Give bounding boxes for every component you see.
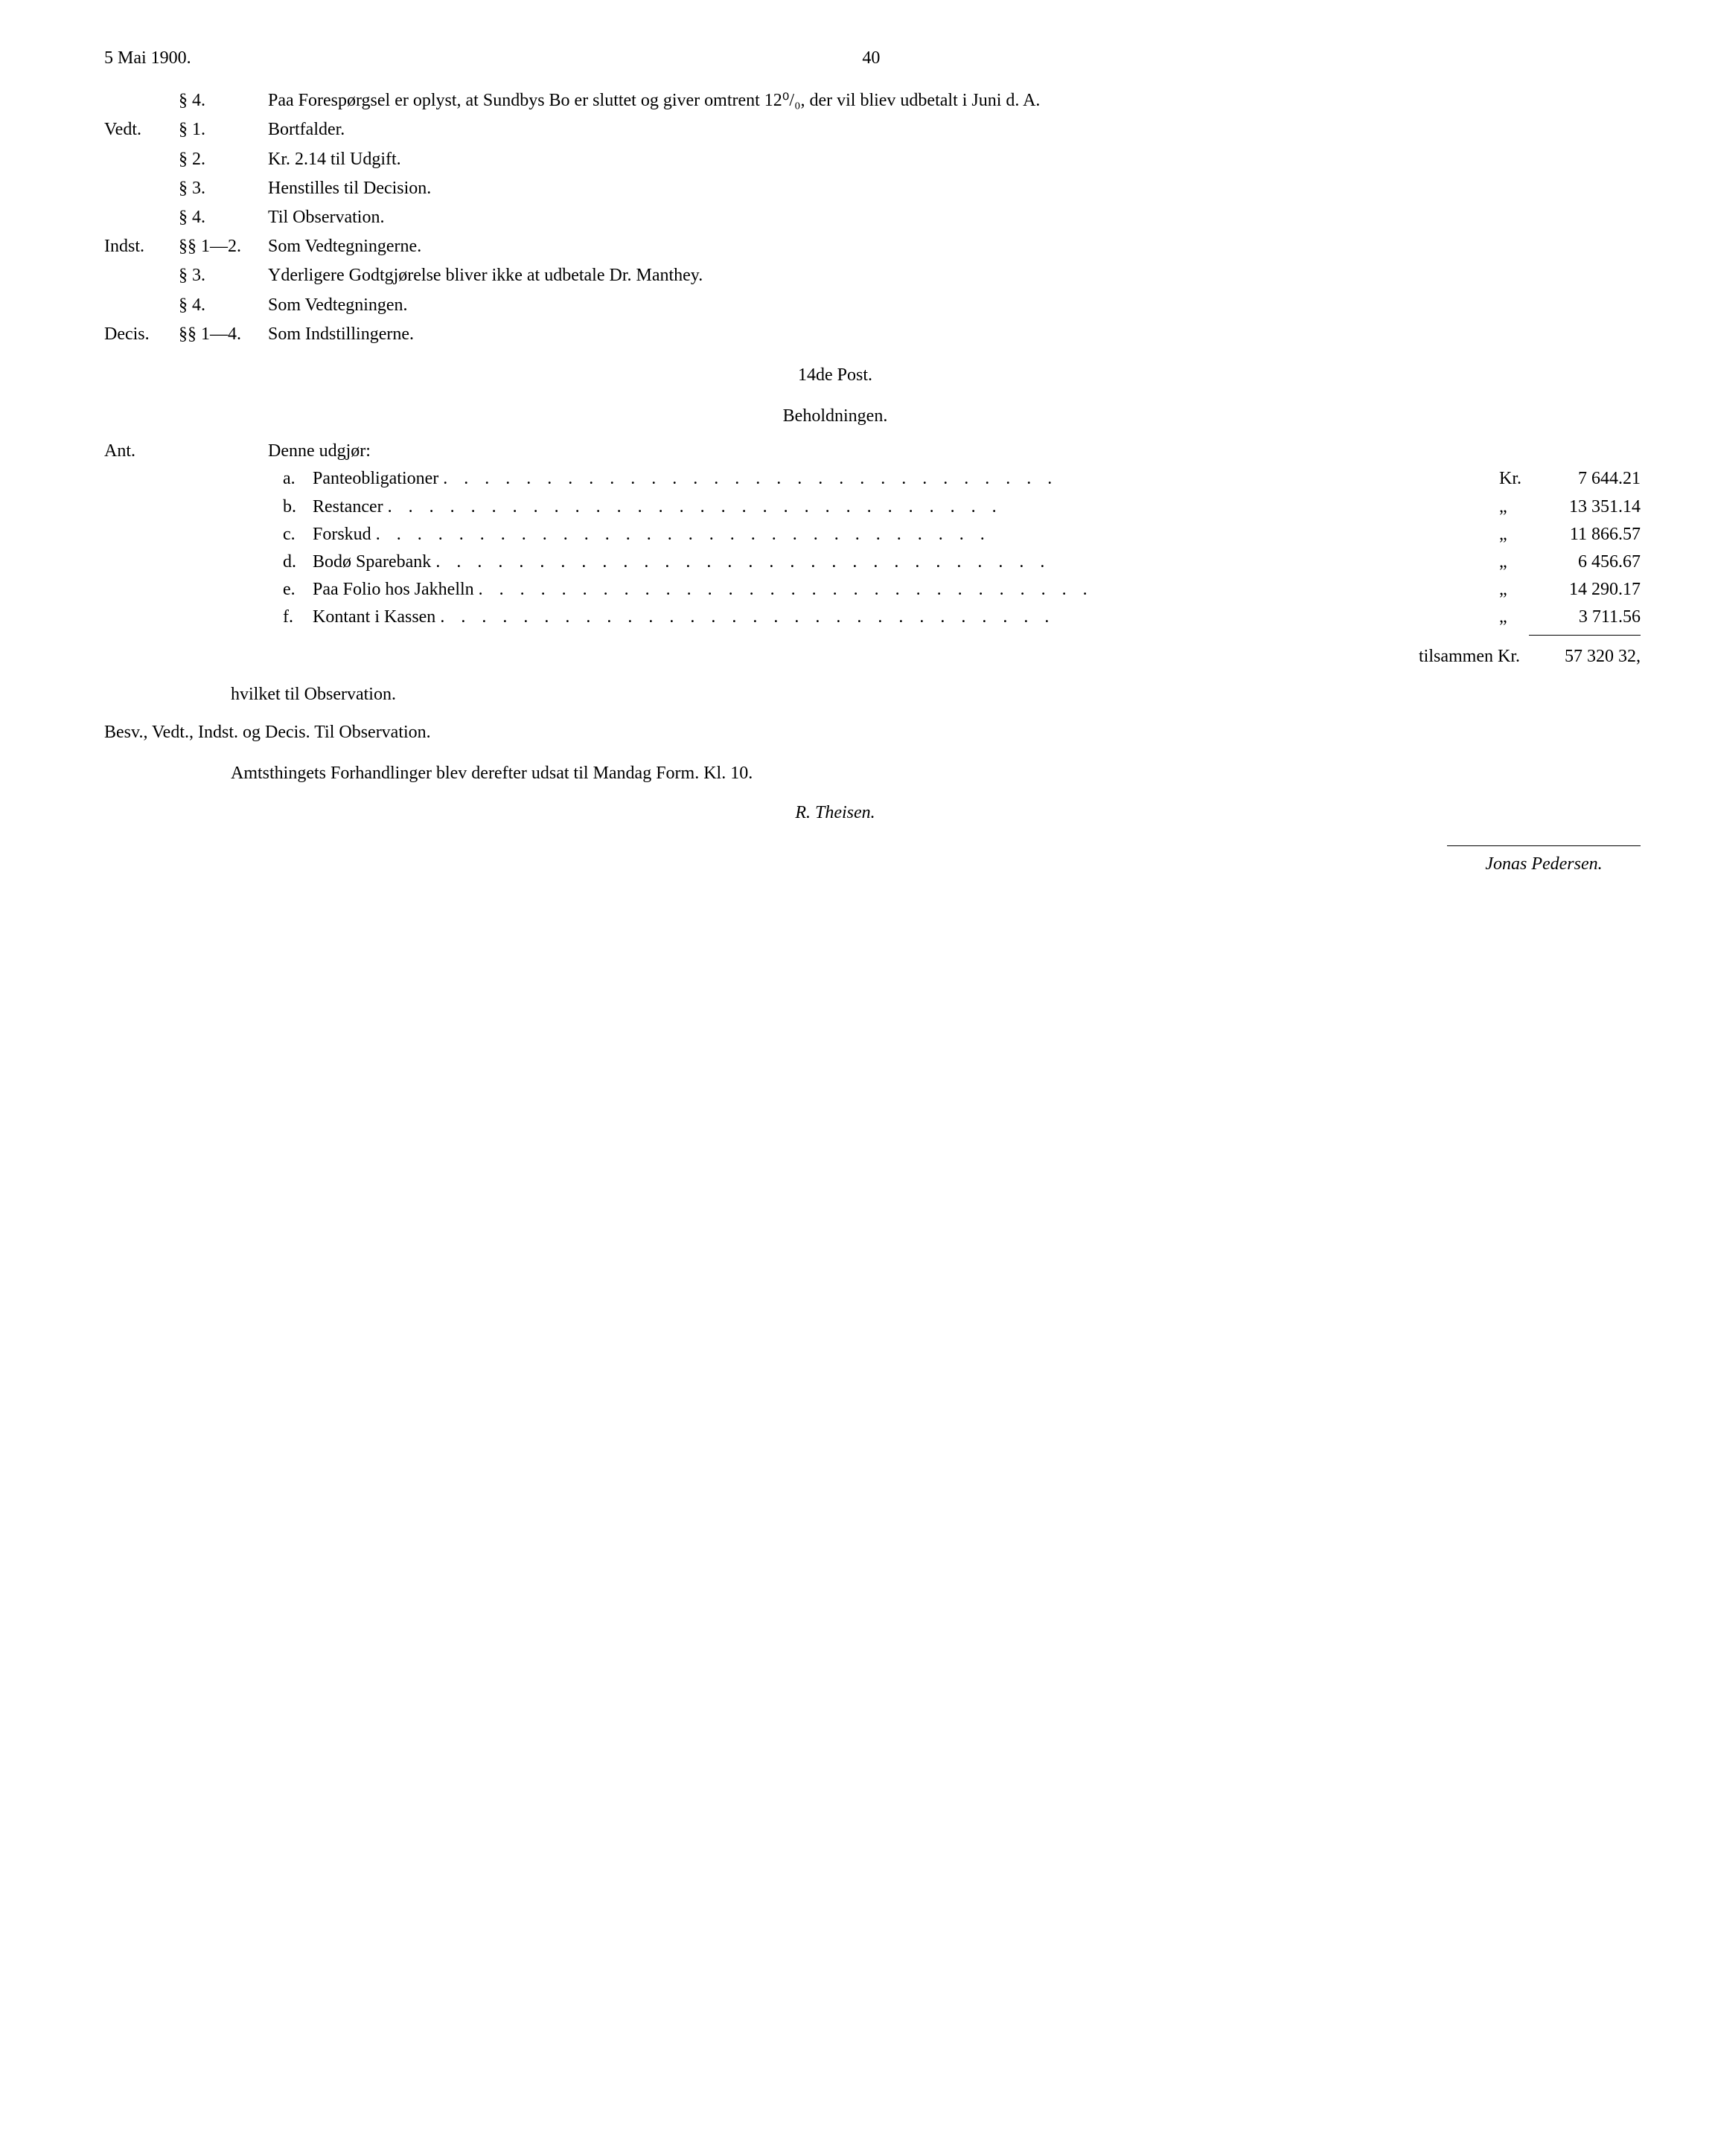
leader-dots: . . . . . . . . . . . . . . . . . . . . … — [435, 604, 1499, 631]
list-currency: Kr. — [1499, 465, 1536, 493]
entry-margin: Vedt. — [104, 116, 179, 144]
entry-text: Som Indstillingerne. — [268, 321, 1641, 348]
closing-line-1: hvilket til Observation. — [231, 681, 1641, 708]
signature-right-block: Jonas Pedersen. — [104, 845, 1641, 878]
list-label: Kontant i Kassen — [313, 604, 435, 631]
entry-row: § 4. Paa Forespørgsel er oplyst, at Sund… — [104, 87, 1641, 115]
entry-row: Indst. §§ 1—2. Som Vedtegningerne. — [104, 233, 1641, 260]
list-label: Paa Folio hos Jakhelln — [313, 576, 474, 604]
list-item: a. Panteobligationer . . . . . . . . . .… — [283, 465, 1641, 493]
list-currency: „ — [1499, 548, 1536, 576]
entry-text: Til Observation. — [268, 204, 1641, 231]
list-letter: e. — [283, 576, 313, 604]
header-page-number: 40 — [191, 45, 1641, 72]
list-item: e. Paa Folio hos Jakhelln . . . . . . . … — [283, 576, 1641, 604]
entry-row: § 4. Til Observation. — [104, 204, 1641, 231]
entry-text: Bortfalder. — [268, 116, 1641, 144]
entry-text: Kr. 2.14 til Udgift. — [268, 146, 1641, 173]
entry-row: § 4. Som Vedtegningen. — [104, 292, 1641, 319]
leader-dots: . . . . . . . . . . . . . . . . . . . . … — [474, 576, 1499, 604]
list-amount: 11 866.57 — [1536, 521, 1641, 548]
entry-section: § 4. — [179, 87, 268, 115]
entry-margin: Decis. — [104, 321, 179, 348]
list-label: Panteobligationer — [313, 465, 438, 493]
entry-text: Henstilles til Decision. — [268, 175, 1641, 202]
list-amount: 13 351.14 — [1536, 493, 1641, 521]
list-currency: „ — [1499, 576, 1536, 604]
entry-row: Vedt. § 1. Bortfalder. — [104, 116, 1641, 144]
section-heading-post: 14de Post. — [104, 362, 1641, 389]
list-letter: b. — [283, 493, 313, 521]
page-header: 5 Mai 1900. 40 — [104, 45, 1641, 72]
list-letter: d. — [283, 548, 313, 576]
entry-margin — [104, 146, 179, 173]
entry-section: § 1. — [179, 116, 268, 144]
entry-section: §§ 1—2. — [179, 233, 268, 260]
list-item: f. Kontant i Kassen . . . . . . . . . . … — [283, 604, 1641, 631]
entry-row: § 3. Yderligere Godtgjørelse bliver ikke… — [104, 262, 1641, 290]
entry-margin — [104, 87, 179, 115]
total-row: tilsammen Kr. 57 320 32, — [104, 643, 1641, 671]
leader-dots: . . . . . . . . . . . . . . . . . . . . … — [431, 548, 1499, 576]
closing-line-3: Amtsthingets Forhandlinger blev derefter… — [231, 760, 1641, 787]
entry-text: Som Vedtegningerne. — [268, 233, 1641, 260]
entry-section: §§ 1—4. — [179, 321, 268, 348]
list-label: Forskud — [313, 521, 371, 548]
list-letter: f. — [283, 604, 313, 631]
entry-row: Decis. §§ 1—4. Som Indstillingerne. — [104, 321, 1641, 348]
list-item: c. Forskud . . . . . . . . . . . . . . .… — [283, 521, 1641, 548]
header-date: 5 Mai 1900. — [104, 45, 191, 72]
signature-right: Jonas Pedersen. — [1447, 851, 1641, 878]
list-letter: c. — [283, 521, 313, 548]
list-label: Bodø Sparebank — [313, 548, 431, 576]
list-currency: „ — [1499, 604, 1536, 631]
list-intro-margin: Ant. — [104, 438, 179, 465]
entry-margin — [104, 204, 179, 231]
list-amount: 3 711.56 — [1536, 604, 1641, 631]
total-label: tilsammen Kr. — [1419, 643, 1520, 671]
entry-margin: Indst. — [104, 233, 179, 260]
signature-rule — [1447, 845, 1641, 846]
list-intro: Ant. Denne udgjør: — [104, 438, 1641, 465]
list-amount: 14 290.17 — [1536, 576, 1641, 604]
entry-text: Yderligere Godtgjørelse bliver ikke at u… — [268, 262, 1641, 290]
entry-section: § 4. — [179, 204, 268, 231]
list-currency: „ — [1499, 521, 1536, 548]
closing-line-2: Besv., Vedt., Indst. og Decis. Til Obser… — [104, 719, 1641, 746]
total-amount: 57 320 32, — [1529, 643, 1641, 671]
leader-dots: . . . . . . . . . . . . . . . . . . . . … — [383, 493, 1499, 521]
entry-text: Paa Forespørgsel er oplyst, at Sundbys B… — [268, 87, 1641, 115]
signature-center: R. Theisen. — [104, 799, 1641, 827]
list-item: d. Bodø Sparebank . . . . . . . . . . . … — [283, 548, 1641, 576]
list-intro-text: Denne udgjør: — [268, 438, 371, 465]
entry-margin — [104, 292, 179, 319]
entry-section: § 3. — [179, 262, 268, 290]
list-label: Restancer — [313, 493, 383, 521]
list-amount: 6 456.67 — [1536, 548, 1641, 576]
leader-dots: . . . . . . . . . . . . . . . . . . . . … — [438, 465, 1499, 493]
entry-section: § 4. — [179, 292, 268, 319]
entry-margin — [104, 262, 179, 290]
entry-section: § 2. — [179, 146, 268, 173]
list-currency: „ — [1499, 493, 1536, 521]
total-rule — [1529, 635, 1641, 636]
entry-row: § 2. Kr. 2.14 til Udgift. — [104, 146, 1641, 173]
list-amount: 7 644.21 — [1536, 465, 1641, 493]
list-letter: a. — [283, 465, 313, 493]
leader-dots: . . . . . . . . . . . . . . . . . . . . … — [371, 521, 1499, 548]
list-item: b. Restancer . . . . . . . . . . . . . .… — [283, 493, 1641, 521]
section-heading-sub: Beholdningen. — [104, 403, 1641, 430]
entry-row: § 3. Henstilles til Decision. — [104, 175, 1641, 202]
entry-text: Som Vedtegningen. — [268, 292, 1641, 319]
entry-margin — [104, 175, 179, 202]
entry-section: § 3. — [179, 175, 268, 202]
